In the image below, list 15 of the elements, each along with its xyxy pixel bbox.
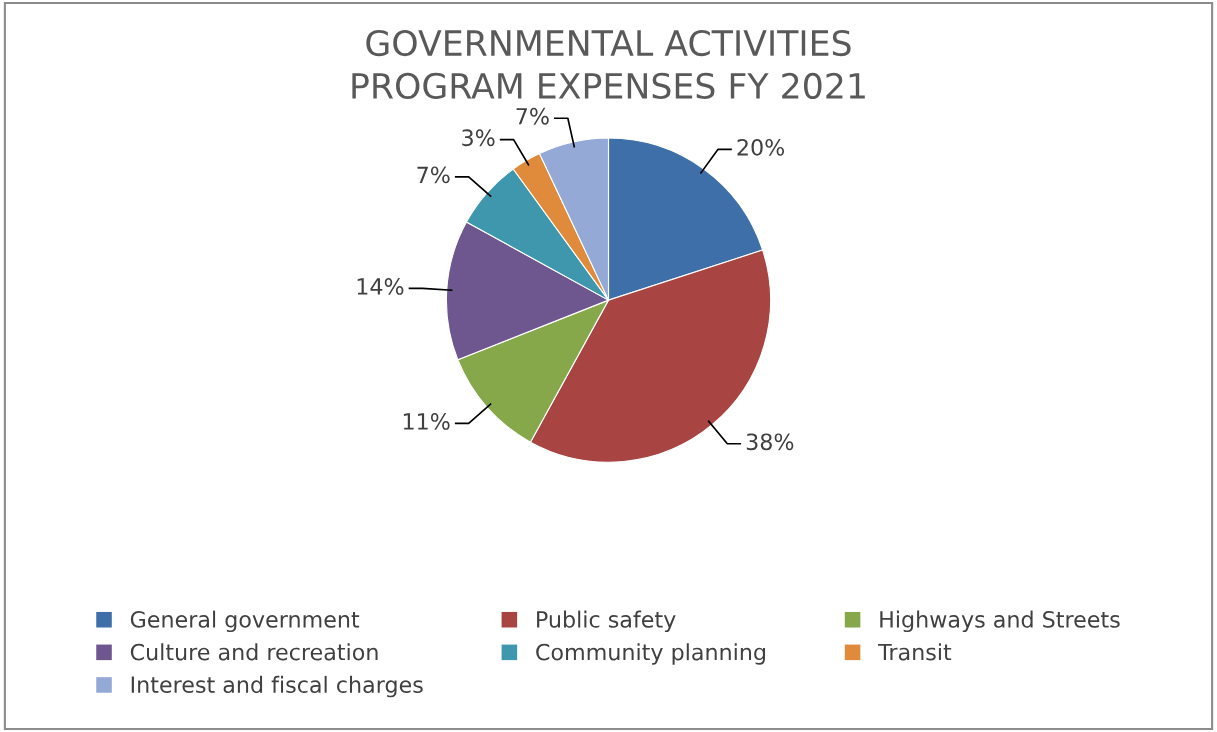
data-label: 7% xyxy=(516,107,549,125)
data-label: 11% xyxy=(403,413,450,430)
legend-label: Transit xyxy=(878,643,952,661)
legend-label: Culture and recreation xyxy=(130,643,378,661)
legend-label: Community planning xyxy=(536,643,765,665)
data-label: 3% xyxy=(462,129,495,147)
legend-label: Public safety xyxy=(537,610,676,633)
data-label: 14% xyxy=(357,278,404,295)
data-label: 20% xyxy=(737,138,785,156)
data-label: 7% xyxy=(417,166,450,184)
legend-label: General government xyxy=(130,610,360,633)
legend-label: Highways and Streets xyxy=(880,610,1120,633)
chart-title: GOVERNMENTAL ACTIVITIES PROGRAM EXPENSES FY 2021 xyxy=(352,29,865,99)
data-label: 38% xyxy=(746,433,794,451)
legend-label: Interest and fiscal charges xyxy=(131,675,423,698)
